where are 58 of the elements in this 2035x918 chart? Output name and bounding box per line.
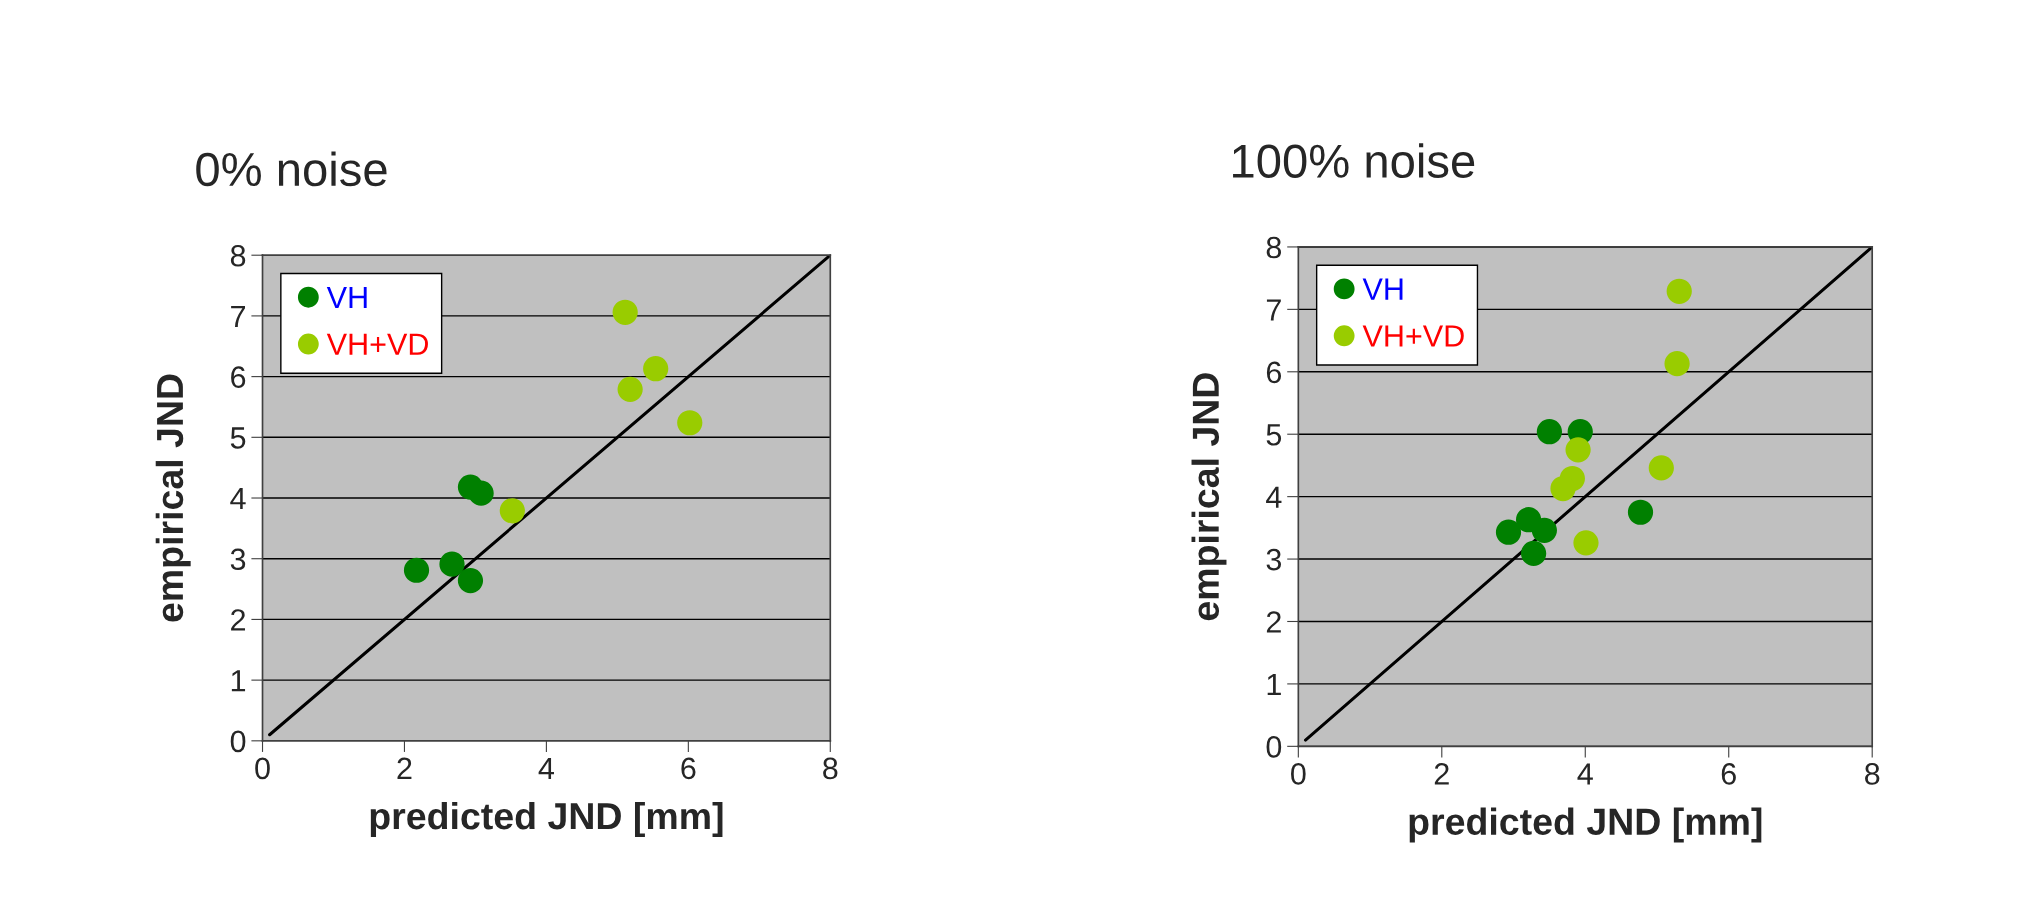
x-tick-label: 4 xyxy=(1577,763,1593,785)
y-tick-label: 3 xyxy=(230,548,246,571)
point xyxy=(1627,499,1654,525)
y-tick-label: 4 xyxy=(1266,486,1282,508)
y-axis-title: empirical JND xyxy=(155,374,191,622)
y-tick-label: 7 xyxy=(231,305,246,327)
point xyxy=(677,410,703,436)
x-tick-label: 0 xyxy=(1291,763,1306,785)
point xyxy=(1664,351,1690,377)
point xyxy=(499,498,525,524)
legend-label: VH xyxy=(326,286,367,308)
y-tick-label: 5 xyxy=(230,427,246,449)
point xyxy=(1565,437,1591,463)
point xyxy=(617,376,643,402)
point xyxy=(612,299,638,325)
y-tick-label: 8 xyxy=(1266,236,1282,259)
x-axis-title: predicted JND [mm] xyxy=(1409,807,1762,843)
point xyxy=(1648,455,1674,481)
x-tick-label: 6 xyxy=(1721,763,1736,785)
point xyxy=(1666,278,1692,304)
point xyxy=(643,356,669,382)
legend-label: VH+VD xyxy=(326,333,428,355)
point xyxy=(1521,540,1547,567)
y-tick-label: 2 xyxy=(1266,611,1281,633)
chart-title: 100% noise xyxy=(1233,143,1475,178)
y-tick-label: 3 xyxy=(1266,548,1282,571)
legend-label: VH xyxy=(1362,278,1403,300)
y-tick-label: 0 xyxy=(1266,736,1282,758)
point xyxy=(1531,517,1557,543)
point xyxy=(1573,530,1599,556)
x-tick-label: 6 xyxy=(681,757,696,780)
y-tick-label: 4 xyxy=(230,488,246,510)
y-tick-label: 0 xyxy=(230,730,246,753)
point xyxy=(468,480,494,506)
y-tick-label: 6 xyxy=(1266,361,1282,384)
point xyxy=(1495,519,1522,545)
x-tick-label: 2 xyxy=(1434,763,1449,785)
chart-title: 0% noise xyxy=(196,151,387,187)
y-tick-label: 1 xyxy=(1267,673,1281,695)
point xyxy=(1550,475,1576,502)
y-tick-label: 7 xyxy=(1266,299,1281,321)
x-tick-label: 8 xyxy=(823,757,838,780)
x-tick-label: 2 xyxy=(397,757,412,779)
y-axis-title: empirical JND xyxy=(1191,373,1227,621)
y-tick-label: 2 xyxy=(231,609,246,631)
y-tick-label: 6 xyxy=(231,366,246,388)
point xyxy=(1536,419,1563,445)
point xyxy=(403,557,430,583)
point xyxy=(439,551,465,577)
y-tick-label: 5 xyxy=(1266,424,1282,446)
legend-label: VH+VD xyxy=(1362,325,1464,347)
x-tick-label: 0 xyxy=(255,757,270,780)
x-tick-label: 4 xyxy=(538,757,554,779)
x-tick-label: 8 xyxy=(1865,763,1880,785)
x-axis-title: predicted JND [mm] xyxy=(370,801,723,837)
y-tick-label: 8 xyxy=(230,244,246,267)
y-tick-label: 1 xyxy=(231,670,246,692)
point xyxy=(457,567,484,594)
